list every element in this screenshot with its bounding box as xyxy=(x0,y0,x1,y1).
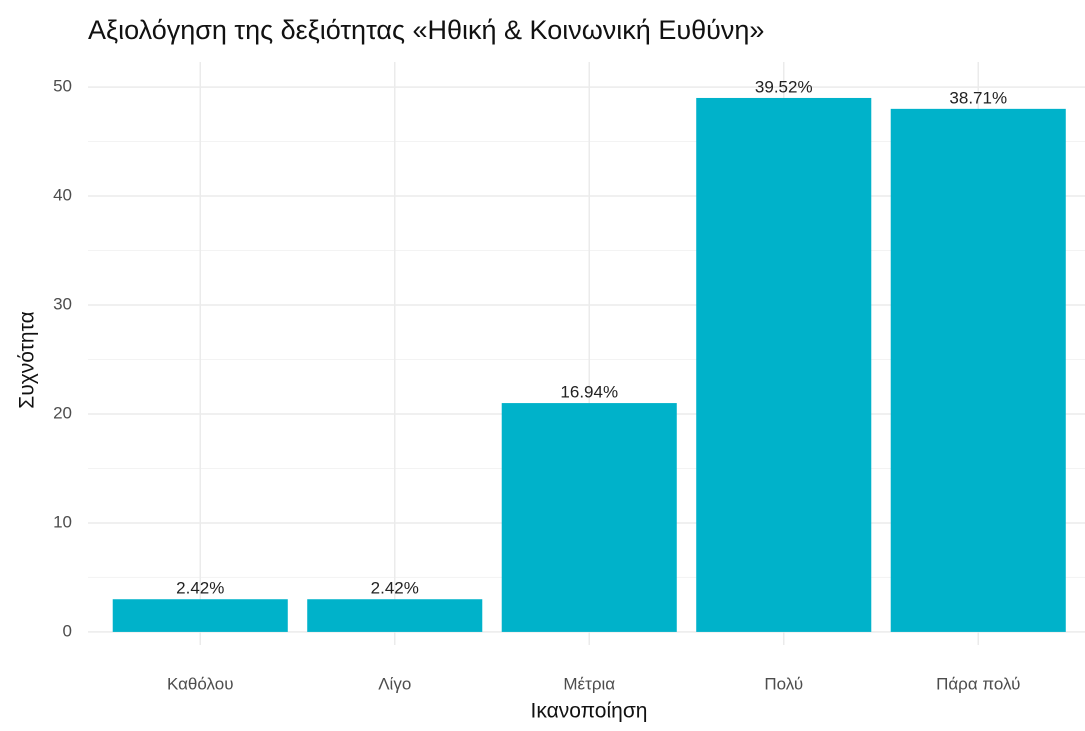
bar xyxy=(501,403,677,632)
y-tick-label: 0 xyxy=(63,621,72,640)
bar xyxy=(890,108,1066,632)
bar xyxy=(696,97,872,632)
x-tick-label: Καθόλου xyxy=(167,674,234,693)
x-tick-label: Λίγο xyxy=(378,674,411,693)
x-tick-label: Πολύ xyxy=(764,674,803,693)
y-tick-label: 20 xyxy=(53,403,72,422)
bar-label: 38.71% xyxy=(949,88,1007,107)
bar-label: 2.42% xyxy=(371,579,419,598)
bar-label: 16.94% xyxy=(560,383,618,402)
y-tick-label: 30 xyxy=(53,294,72,313)
x-tick-label: Πάρα πολύ xyxy=(936,674,1020,693)
chart-title: Αξιολόγηση της δεξιότητας «Ηθική & Κοινω… xyxy=(88,15,764,45)
bar-label: 39.52% xyxy=(755,77,813,96)
y-tick-label: 50 xyxy=(53,77,72,96)
y-tick-label: 40 xyxy=(53,186,72,205)
x-axis-label: Ικανοποίηση xyxy=(531,700,648,723)
bar xyxy=(112,599,288,632)
y-tick-label: 10 xyxy=(53,512,72,531)
y-axis-label: Συχνότητα xyxy=(16,311,39,408)
bar-label: 2.42% xyxy=(176,579,224,598)
bar xyxy=(307,599,483,632)
x-tick-label: Μέτρια xyxy=(563,674,615,693)
